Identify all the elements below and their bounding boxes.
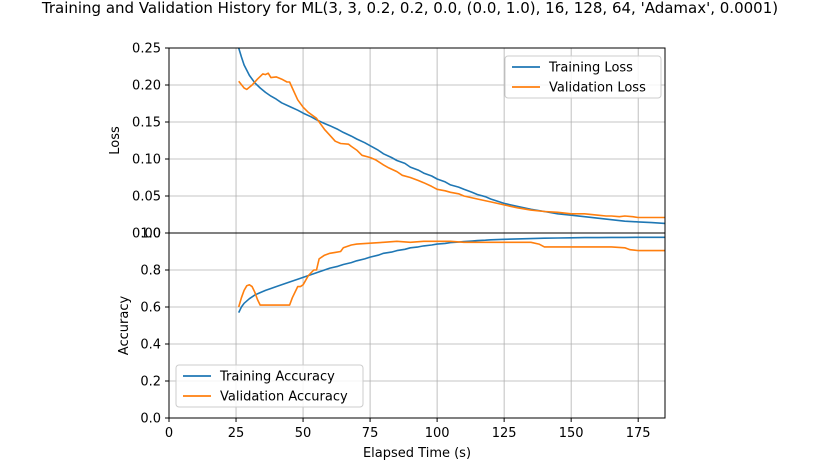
figure-title: Training and Validation History for ML(3… [41, 0, 778, 17]
accuracy-xtick-label: 125 [492, 426, 517, 441]
loss-series-line-2 [238, 72, 665, 219]
accuracy-xtick-label: 0 [165, 426, 173, 441]
accuracy-series-line-2 [237, 240, 665, 308]
accuracy-ytick-label: 0.6 [140, 301, 161, 316]
accuracy-ytick-label: 0.4 [140, 338, 161, 353]
loss-legend-label: Training Loss [548, 61, 633, 76]
accuracy-y-axis-label: Accuracy [117, 296, 132, 356]
accuracy-xtick-label: 100 [425, 426, 450, 441]
loss-ytick-label: 0.25 [132, 42, 161, 57]
accuracy-xtick-label: 75 [362, 426, 379, 441]
accuracy-ytick-label: 1.0 [140, 227, 161, 242]
loss-legend-box [504, 55, 662, 99]
accuracy-xtick-label: 150 [559, 426, 584, 441]
loss-ytick-label: 0.20 [132, 79, 161, 94]
loss-ytick-label: 0.00 [132, 227, 161, 242]
accuracy-legend-box [175, 364, 364, 408]
accuracy-plot-frame [168, 232, 666, 419]
accuracy-legend-label: Training Accuracy [219, 370, 335, 385]
loss-ytick-label: 0.10 [132, 153, 161, 168]
x-axis-label: Elapsed Time (s) [363, 446, 471, 460]
loss-legend-label: Validation Loss [549, 81, 646, 96]
accuracy-legend-label: Validation Accuracy [220, 390, 348, 405]
loss-ytick-label: 0.05 [132, 190, 161, 205]
accuracy-ytick-label: 0.8 [140, 264, 161, 279]
accuracy-plot-panel: 0.0 0.2 0.4 0.6 0.8 1.0 0 25 50 75 100 125 150 175 Ela… [117, 227, 666, 460]
accuracy-xtick-label: 50 [295, 426, 312, 441]
accuracy-ytick-label: 0.2 [140, 375, 161, 390]
accuracy-ytick-label: 0.0 [140, 412, 161, 427]
loss-plot-panel: 0.00 0.05 0.10 0.15 0.20 0.25 Loss Training Los… [108, 42, 666, 242]
accuracy-xtick-label: 175 [626, 426, 651, 441]
accuracy-xtick-label: 25 [228, 426, 245, 441]
loss-y-axis-label: Loss [108, 126, 123, 155]
accuracy-series-line-1 [237, 236, 665, 313]
loss-ytick-label: 0.15 [132, 116, 161, 131]
